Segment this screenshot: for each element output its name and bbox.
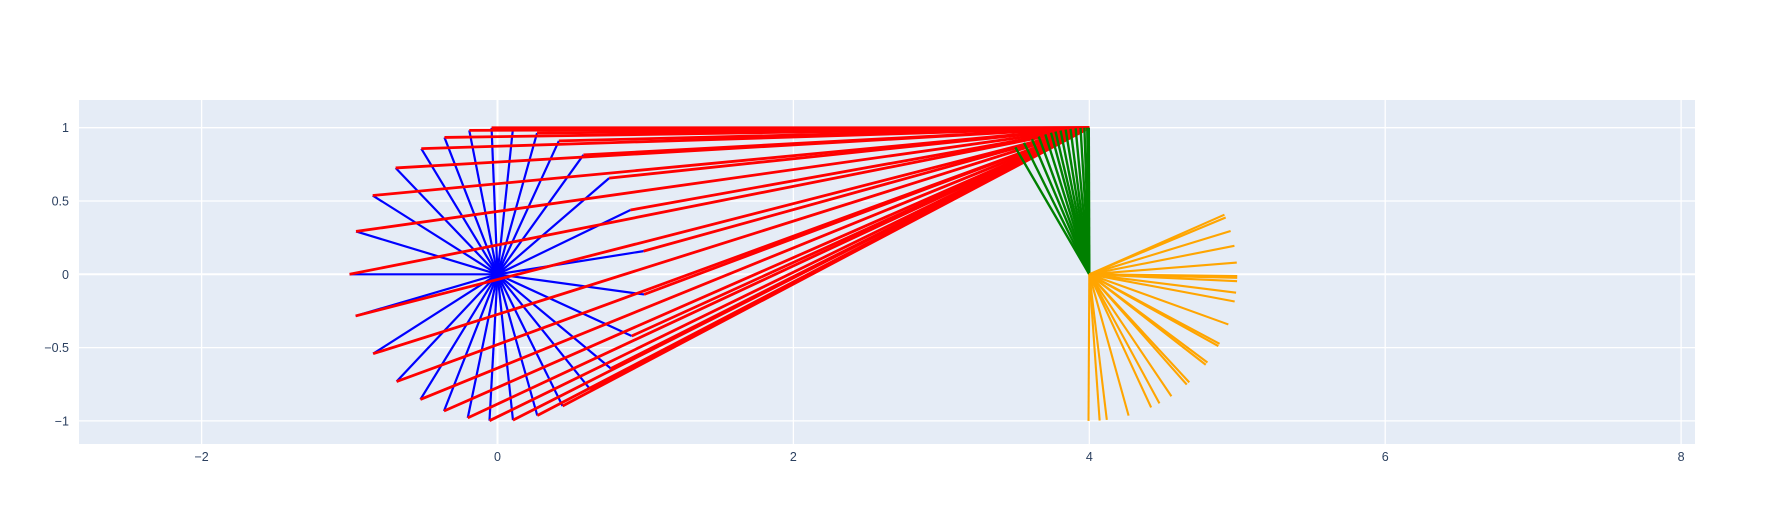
origin-fan-blue-line[interactable] [443, 137, 499, 275]
lower-fan-orange-line[interactable] [1088, 273, 1207, 366]
y-tick-label: 0 [62, 268, 69, 282]
lower-fan-orange-line[interactable] [1088, 273, 1161, 404]
lower-fan-orange-line[interactable] [1088, 273, 1188, 386]
origin-fan-blue-line[interactable] [497, 273, 633, 338]
x-tick-label: 2 [790, 450, 797, 464]
lower-fan-orange-line[interactable] [1088, 274, 1108, 420]
origin-fan-blue-line[interactable] [496, 132, 539, 275]
origin-fan-blue-line[interactable] [496, 273, 564, 407]
origin-fan-blue-line[interactable] [490, 127, 499, 275]
circle-to-pivot-red-line[interactable] [467, 126, 1090, 420]
origin-fan-blue-line[interactable] [496, 154, 585, 275]
circle-to-pivot-red-line[interactable] [609, 126, 1090, 180]
circle-to-pivot-red-line[interactable] [419, 126, 1090, 401]
circle-to-pivot-red-line[interactable] [583, 126, 1090, 157]
circle-to-pivot-red-line[interactable] [372, 126, 1090, 356]
origin-fan-blue-line[interactable] [496, 128, 515, 275]
origin-fan-blue-line[interactable] [394, 167, 499, 276]
origin-fan-blue-line[interactable] [419, 273, 499, 401]
x-tick-label: 8 [1678, 450, 1685, 464]
x-tick-label: 4 [1086, 450, 1093, 464]
lower-fan-orange-line[interactable] [1089, 273, 1235, 303]
origin-fan-blue-line[interactable] [372, 273, 499, 355]
circle-to-pivot-red-line[interactable] [355, 126, 1090, 233]
origin-fan-blue-line[interactable] [497, 250, 644, 276]
lower-fan-orange-line[interactable] [1088, 274, 1130, 416]
upper-fan-green-line[interactable] [1014, 146, 1091, 275]
circle-to-pivot-red-line[interactable] [488, 126, 1090, 422]
origin-fan-blue-line[interactable] [420, 148, 499, 275]
lower-fan-orange-line[interactable] [1088, 273, 1229, 326]
lower-fan-orange-line[interactable] [1089, 273, 1238, 283]
origin-fan-blue-line[interactable] [497, 209, 631, 276]
origin-fan-blue-line[interactable] [395, 273, 499, 383]
upper-fan-green-line[interactable] [1030, 138, 1091, 275]
circle-to-pivot-red-line[interactable] [537, 126, 1090, 135]
x-tick-label: 6 [1382, 450, 1389, 464]
origin-fan-blue-line[interactable] [496, 273, 612, 370]
y-tick-label: 0.5 [52, 195, 69, 209]
upper-fan-green-line[interactable] [1022, 142, 1091, 275]
lower-fan-orange-line[interactable] [1088, 273, 1153, 408]
upper-fan-green-line[interactable] [1087, 127, 1091, 275]
lower-fan-orange-line[interactable] [1088, 273, 1219, 347]
lower-fan-orange-line[interactable] [1087, 274, 1091, 421]
circle-to-pivot-red-line[interactable] [512, 126, 1090, 422]
lower-fan-orange-line[interactable] [1088, 273, 1173, 397]
origin-fan-blue-line[interactable] [496, 274, 539, 416]
circle-to-pivot-red-line[interactable] [349, 126, 1090, 276]
lower-fan-orange-line[interactable] [1089, 261, 1237, 276]
origin-fan-blue-line[interactable] [497, 273, 645, 296]
circle-to-pivot-red-line[interactable] [355, 126, 1090, 318]
x-tick-label: 0 [494, 450, 501, 464]
plot-area[interactable] [79, 100, 1695, 444]
y-tick-label: −1 [55, 414, 69, 428]
origin-fan-blue-line[interactable] [372, 194, 499, 276]
origin-fan-blue-line[interactable] [496, 274, 515, 421]
circle-to-pivot-red-line[interactable] [558, 126, 1090, 143]
lower-fan-orange-line[interactable] [1088, 229, 1231, 276]
origin-fan-blue-line[interactable] [355, 230, 498, 276]
origin-fan-blue-line[interactable] [442, 273, 499, 412]
circle-to-pivot-red-line[interactable] [443, 126, 1090, 413]
origin-fan-blue-line[interactable] [468, 130, 499, 275]
circle-to-pivot-red-line[interactable] [630, 126, 1090, 212]
y-tick-label: −0.5 [44, 341, 69, 355]
origin-fan-blue-line[interactable] [496, 273, 591, 390]
y-tick-label: 1 [62, 121, 69, 135]
circle-to-pivot-red-line[interactable] [396, 126, 1090, 383]
x-tick-label: −2 [194, 450, 208, 464]
lower-fan-orange-line[interactable] [1089, 273, 1237, 294]
lower-fan-orange-line[interactable] [1089, 244, 1235, 276]
origin-fan-blue-line[interactable] [496, 177, 610, 276]
origin-fan-blue-line[interactable] [466, 274, 499, 419]
lower-fan-orange-line[interactable] [1088, 274, 1101, 421]
lower-fan-orange-line[interactable] [1088, 216, 1227, 276]
